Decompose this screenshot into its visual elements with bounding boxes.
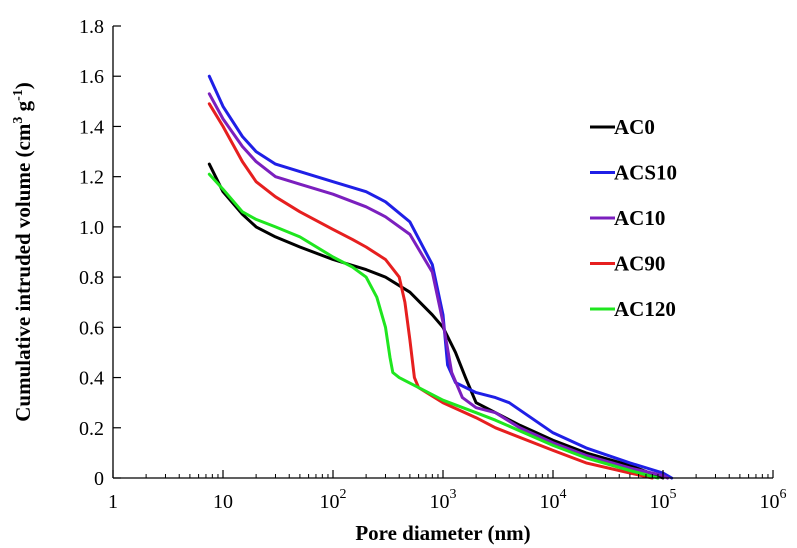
series-line-ac0 (207, 162, 665, 480)
series-layer (207, 74, 674, 480)
x-tick-base: 10 (430, 491, 450, 513)
x-tick-label: 10 (213, 491, 233, 513)
y-tick-label: 1.6 (79, 66, 104, 88)
series-line-acs10 (207, 74, 674, 480)
y-tick-label: 0.2 (79, 418, 104, 440)
x-ticks (112, 470, 774, 478)
x-tick-base: 1 (108, 491, 118, 513)
x-tick-label: 1 (108, 491, 118, 513)
y-tick-label: 1.2 (79, 167, 104, 189)
y-axis-title: Cumulative intruded volume (cm3 g-1) (11, 82, 35, 422)
x-tick-label: 105 (650, 487, 677, 513)
x-tick-exp: 4 (560, 487, 567, 502)
legend-label: AC0 (614, 115, 655, 139)
y-axis-title-sup: -1 (11, 89, 26, 101)
y-axis-title-part: g (11, 100, 35, 116)
x-tick-exp: 5 (670, 487, 677, 502)
series-line-ac120 (207, 172, 660, 480)
x-tick-labels: 1 10 102 103 104 105 106 (108, 487, 787, 513)
y-tick-label: 1.4 (79, 116, 104, 138)
y-axis-title-part: Cumulative intruded volume (cm (11, 123, 35, 422)
legend: AC0 ACS10 AC10 AC90 AC120 (590, 115, 677, 321)
y-tick-labels: 0 0.2 0.4 0.6 0.8 1.0 1.2 1.4 1.6 1.8 (79, 16, 104, 490)
legend-label: AC120 (614, 297, 676, 321)
series-line-ac10 (207, 92, 670, 480)
y-tick-label: 0.8 (79, 267, 104, 289)
y-tick-label: 1.0 (79, 217, 104, 239)
legend-label: AC90 (614, 252, 665, 276)
x-tick-base: 10 (760, 491, 780, 513)
x-tick-label: 106 (760, 487, 787, 513)
x-tick-label: 103 (430, 487, 457, 513)
x-tick-exp: 6 (780, 487, 787, 502)
series-line-ac90 (207, 102, 654, 480)
y-tick-label: 0 (94, 468, 104, 490)
x-tick-base: 10 (650, 491, 670, 513)
x-tick-label: 102 (320, 487, 347, 513)
x-axis-title: Pore diameter (nm) (355, 521, 530, 545)
y-axis-title-part: ) (11, 82, 35, 89)
x-tick-label: 104 (540, 487, 567, 513)
x-tick-base: 10 (320, 491, 340, 513)
legend-label: AC10 (614, 206, 665, 230)
legend-label: ACS10 (614, 161, 677, 185)
y-tick-label: 1.8 (79, 16, 104, 38)
y-ticks (113, 25, 121, 479)
x-tick-base: 10 (213, 491, 233, 513)
x-tick-base: 10 (540, 491, 560, 513)
y-axis-title-sup: 3 (11, 117, 26, 124)
y-tick-label: 0.6 (79, 317, 104, 339)
x-tick-exp: 3 (450, 487, 457, 502)
y-tick-label: 0.4 (79, 368, 104, 390)
x-tick-exp: 2 (340, 487, 347, 502)
